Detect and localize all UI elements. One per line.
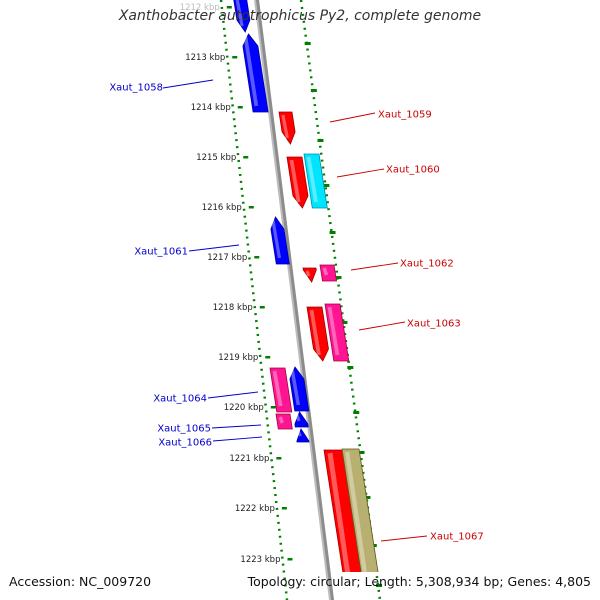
gene-highlight-3: [289, 159, 301, 203]
ruler-label-8: 1220 kbp: [224, 403, 264, 413]
gene-highlight-4: [306, 156, 318, 203]
gene-label-xaut_1058: Xaut_1058: [109, 83, 163, 94]
gene-arrow-10: [289, 366, 310, 412]
ruler-label-11: 1223 kbp: [240, 555, 280, 565]
major-tick-5: [335, 276, 342, 279]
gene-label-xaut_1060: Xaut_1060: [386, 165, 440, 176]
gene-label-xaut_1066: Xaut_1066: [158, 438, 212, 449]
leader-line-xaut_1064: [207, 391, 259, 399]
major-tick-3: [323, 184, 330, 187]
gene-arrow-8: [306, 306, 329, 362]
major-tick-10: [364, 496, 371, 499]
gene-highlight-7: [322, 267, 329, 276]
ruler-label-9: 1221 kbp: [229, 454, 269, 464]
ruler-tick-10: [281, 507, 287, 510]
gene-arrow-14: [296, 428, 310, 443]
gene-arrow-2: [278, 111, 296, 145]
accession-label: Accession: NC_009720: [9, 574, 152, 589]
gene-arrow-6: [302, 267, 317, 283]
major-tick-1: [310, 89, 317, 92]
ruler-tick-4: [248, 206, 254, 209]
gene-highlight-6: [305, 270, 311, 277]
gene-highlight-11: [272, 370, 283, 407]
major-tick-8: [353, 411, 360, 414]
ruler-tick-5: [254, 256, 260, 259]
ruler-tick-2: [237, 106, 243, 109]
gene-arrow-4: [303, 153, 328, 209]
gene-arrow-11: [269, 367, 293, 413]
leader-line-xaut_1059: [329, 112, 376, 123]
major-tick-2: [317, 139, 324, 142]
gene-highlight-10: [290, 369, 301, 406]
ruler-tick-1: [232, 56, 238, 59]
ruler-tick-7: [265, 356, 271, 359]
ruler-tick-6: [259, 306, 265, 309]
gene-label-xaut_1065: Xaut_1065: [157, 424, 211, 435]
gene-arrow-12: [294, 411, 309, 428]
gene-label-xaut_1059: Xaut_1059: [378, 110, 432, 121]
backbone-line: [256, 0, 334, 600]
inner-tick-rail: [219, 0, 289, 600]
ruler-label-3: 1215 kbp: [196, 153, 236, 163]
gene-highlight-2: [281, 114, 289, 139]
gene-arrow-0: [233, 0, 251, 33]
gene-arrow-9: [324, 303, 350, 362]
topology-label: Topology: circular; Length: 5,308,934 bp…: [247, 574, 591, 589]
gene-highlight-16: [344, 451, 367, 572]
leader-line-xaut_1063: [358, 321, 406, 331]
ruler-label-5: 1217 kbp: [207, 253, 247, 263]
ruler-tick-0: [226, 6, 232, 9]
ruler-tick-9: [276, 457, 282, 460]
gene-label-xaut_1064: Xaut_1064: [153, 394, 207, 405]
gene-label-xaut_1061: Xaut_1061: [134, 247, 188, 258]
gene-arrow-1: [242, 33, 269, 113]
ruler-label-0: 1212 kbp: [180, 3, 220, 13]
ruler-tick-11: [287, 558, 293, 561]
major-tick-4: [329, 231, 336, 234]
major-tick-9: [358, 451, 365, 454]
gene-highlight-15: [327, 452, 351, 572]
gene-highlight-12: [295, 414, 301, 422]
gene-highlight-1: [243, 36, 259, 107]
ruler-label-2: 1214 kbp: [191, 103, 231, 113]
leader-line-xaut_1058: [162, 79, 214, 89]
gene-highlight-5: [271, 219, 282, 259]
gene-highlight-8: [309, 309, 321, 356]
gene-label-xaut_1063: Xaut_1063: [407, 319, 461, 330]
gene-highlight-14: [297, 431, 302, 437]
major-tick-6: [341, 321, 348, 324]
leader-line-xaut_1066: [212, 436, 263, 442]
major-tick-12: [376, 584, 383, 587]
map-title: Xanthobacter autotrophicus Py2, complete…: [118, 8, 482, 24]
gene-highlight-0: [235, 0, 244, 27]
major-tick-7: [347, 366, 354, 369]
ruler-label-10: 1222 kbp: [235, 504, 275, 514]
ruler-tick-3: [243, 156, 249, 159]
leader-line-xaut_1062: [350, 262, 399, 271]
major-tick-0: [304, 42, 311, 45]
ruler-label-4: 1216 kbp: [202, 203, 242, 213]
leader-line-xaut_1061: [188, 244, 240, 252]
leader-line-xaut_1067: [380, 535, 428, 542]
ruler-label-7: 1219 kbp: [218, 353, 258, 363]
gene-arrow-3: [286, 156, 309, 209]
gene-arrow-16: [341, 448, 379, 572]
ruler-label-1: 1213 kbp: [185, 53, 225, 63]
gene-label-xaut_1067: Xaut_1067: [430, 532, 484, 543]
ruler-tick-8: [270, 406, 276, 409]
ruler-label-6: 1218 kbp: [213, 303, 253, 313]
gene-arrow-7: [319, 264, 337, 282]
gene-highlight-13: [278, 416, 284, 424]
gene-arrow-13: [275, 413, 293, 430]
leader-line-xaut_1065: [211, 424, 262, 429]
gene-arrow-5: [270, 216, 290, 265]
gene-arrow-15: [323, 449, 364, 572]
gene-label-xaut_1062: Xaut_1062: [400, 259, 454, 270]
leader-line-xaut_1060: [336, 168, 385, 178]
gene-highlight-9: [327, 306, 340, 356]
